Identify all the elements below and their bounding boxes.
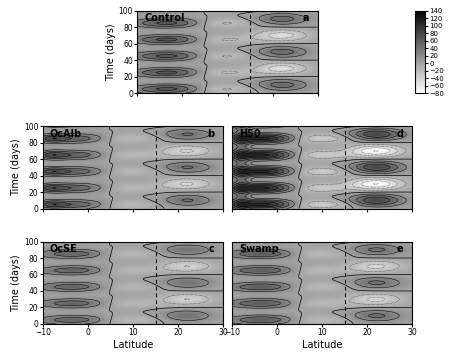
Text: OcAlb: OcAlb [50, 129, 82, 138]
Text: OcSE: OcSE [50, 244, 78, 254]
Y-axis label: Time (days): Time (days) [11, 254, 21, 312]
Text: a: a [302, 13, 309, 23]
Y-axis label: Time (days): Time (days) [11, 138, 21, 196]
X-axis label: Latitude: Latitude [302, 340, 342, 350]
Text: c: c [209, 244, 214, 254]
Text: Swamp: Swamp [239, 244, 279, 254]
Y-axis label: Time (days): Time (days) [106, 23, 116, 81]
Text: b: b [207, 129, 214, 138]
Text: Control: Control [145, 13, 185, 23]
Text: d: d [396, 129, 403, 138]
Text: e: e [397, 244, 403, 254]
Text: H50: H50 [239, 129, 261, 138]
X-axis label: Latitude: Latitude [113, 340, 153, 350]
